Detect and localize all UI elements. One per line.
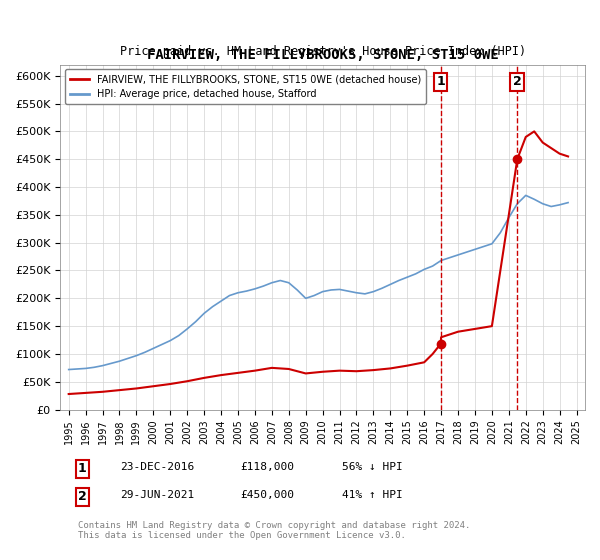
Text: 1: 1	[78, 462, 87, 475]
Text: 41% ↑ HPI: 41% ↑ HPI	[342, 490, 403, 500]
Text: £450,000: £450,000	[240, 490, 294, 500]
Text: 29-JUN-2021: 29-JUN-2021	[120, 490, 194, 500]
Text: 56% ↓ HPI: 56% ↓ HPI	[342, 462, 403, 472]
Text: £118,000: £118,000	[240, 462, 294, 472]
Text: 2: 2	[513, 76, 521, 88]
Text: 2: 2	[78, 490, 87, 503]
Text: Contains HM Land Registry data © Crown copyright and database right 2024.
This d: Contains HM Land Registry data © Crown c…	[78, 521, 470, 540]
Text: 23-DEC-2016: 23-DEC-2016	[120, 462, 194, 472]
Legend: FAIRVIEW, THE FILLYBROOKS, STONE, ST15 0WE (detached house), HPI: Average price,: FAIRVIEW, THE FILLYBROOKS, STONE, ST15 0…	[65, 69, 426, 104]
Text: Price paid vs. HM Land Registry's House Price Index (HPI): Price paid vs. HM Land Registry's House …	[119, 45, 526, 58]
Title: FAIRVIEW, THE FILLYBROOKS, STONE, ST15 0WE: FAIRVIEW, THE FILLYBROOKS, STONE, ST15 0…	[147, 48, 499, 62]
Text: 1: 1	[436, 76, 445, 88]
